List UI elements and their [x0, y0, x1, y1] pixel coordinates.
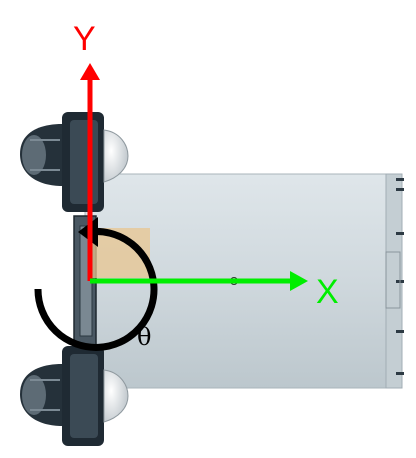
y-axis-label: Y	[73, 20, 96, 58]
hull-side-panel	[385, 251, 401, 309]
vehicle-hull	[73, 173, 404, 389]
theta-label: θ	[137, 323, 151, 351]
x-axis-arrowhead	[290, 271, 308, 291]
thruster-bottom	[20, 346, 129, 446]
x-axis: X	[90, 271, 339, 311]
y-axis: Y	[73, 20, 100, 281]
x-axis-label: X	[316, 273, 339, 311]
rotation-arc	[34, 227, 158, 351]
y-axis-arrowhead	[80, 63, 100, 80]
